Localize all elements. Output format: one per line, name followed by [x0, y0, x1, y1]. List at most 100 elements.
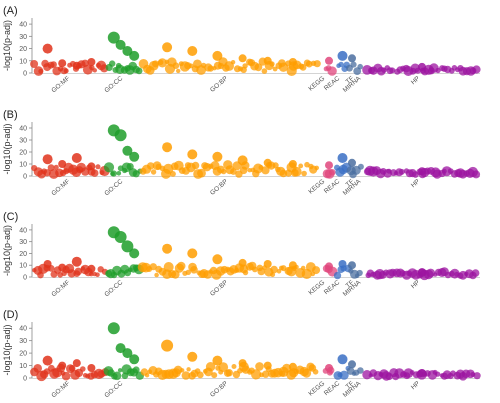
data-point	[339, 370, 349, 380]
data-point-highlight	[418, 369, 426, 377]
data-point-highlight	[263, 158, 272, 167]
y-tick-label: 30	[19, 239, 27, 246]
x-source-label-hp: HP	[410, 75, 421, 86]
y-tick-label: 10	[19, 363, 27, 370]
data-point	[173, 365, 183, 375]
data-point-highlight	[348, 261, 356, 270]
data-point	[312, 369, 319, 375]
data-point	[163, 163, 174, 174]
data-point	[298, 163, 304, 169]
x-source-label-gomf: GO:MF	[50, 178, 71, 197]
data-point	[254, 63, 263, 72]
y-tick-label: 40	[19, 227, 27, 234]
data-point	[181, 371, 191, 380]
data-point	[117, 368, 123, 373]
data-point	[116, 171, 122, 176]
data-point-highlight	[162, 243, 173, 254]
data-point-highlight	[72, 61, 81, 70]
data-point	[472, 170, 481, 179]
data-point	[225, 369, 233, 377]
y-tick-label: 20	[19, 251, 27, 258]
y-tick-label: 10	[19, 162, 27, 169]
data-point-highlight	[348, 54, 356, 63]
data-point	[473, 372, 481, 380]
data-point-highlight	[42, 43, 53, 54]
data-point	[191, 161, 200, 170]
x-source-label-tf: TF	[345, 380, 356, 390]
panel-c: (C) -log10(p-adj) 0 10 20 30 40 GO:MF GO:CC GO:BP…	[2, 211, 480, 298]
data-point-highlight	[129, 50, 140, 61]
data-point	[132, 366, 140, 374]
data-point-highlight	[58, 160, 67, 168]
data-point	[184, 62, 192, 70]
data-point	[230, 168, 237, 175]
data-point-highlight	[187, 248, 198, 259]
data-point	[230, 60, 236, 65]
data-point-highlight	[418, 62, 426, 71]
panel-a: (A) -log10(p-adj) 0 10 20 30 40 GO:MF GO:CC GO:BP…	[2, 5, 481, 94]
y-tick-label: 0	[23, 275, 27, 282]
data-point	[144, 373, 150, 378]
data-point	[163, 262, 174, 272]
data-point	[435, 371, 441, 377]
data-point	[112, 371, 122, 381]
x-source-label-kegg: KEGG	[307, 380, 326, 397]
data-point	[180, 368, 185, 373]
data-point	[110, 170, 117, 177]
data-point	[109, 60, 116, 67]
panel-b: (B) -log10(p-adj) 0 10 20 30 40 GO:MF GO:CC GO:BP…	[2, 109, 481, 197]
y-tick-label: 40	[19, 326, 27, 333]
data-point-highlight	[114, 231, 127, 243]
data-point-highlight	[263, 361, 272, 370]
data-point-highlight	[107, 31, 120, 44]
data-point	[356, 269, 363, 277]
data-point-highlight	[129, 151, 140, 162]
data-point	[89, 271, 94, 277]
data-point-highlight	[212, 355, 223, 366]
data-point-highlight	[337, 153, 348, 163]
data-point	[80, 366, 86, 372]
data-point	[135, 67, 143, 75]
y-tick-label: 40	[19, 126, 27, 133]
data-point-highlight	[58, 361, 67, 370]
data-point	[398, 168, 405, 175]
data-point-highlight	[42, 355, 53, 366]
data-point-highlight	[87, 162, 96, 171]
data-point-highlight	[237, 155, 248, 166]
data-point	[38, 68, 44, 74]
data-point	[67, 269, 76, 278]
data-point-highlight	[288, 261, 297, 270]
data-point	[261, 68, 268, 74]
x-source-label-kegg: KEGG	[307, 279, 326, 296]
panel-label: (A)	[3, 5, 18, 17]
data-point	[426, 268, 436, 278]
data-point-highlight	[43, 260, 52, 268]
data-point	[338, 61, 344, 68]
data-point-highlight	[212, 151, 223, 162]
data-point	[221, 168, 227, 175]
data-point	[357, 367, 364, 374]
data-point	[302, 368, 312, 378]
x-source-label-hp: HP	[410, 279, 421, 290]
x-source-label-hp: HP	[410, 178, 421, 189]
data-point	[252, 266, 258, 273]
data-point	[305, 60, 313, 68]
data-point-highlight	[288, 58, 297, 66]
x-source-label-hp: HP	[410, 380, 421, 391]
y-axis-title: -log10(p-adj)	[2, 123, 12, 174]
data-point	[251, 369, 262, 380]
data-point	[242, 269, 249, 276]
data-point-highlight	[122, 348, 133, 359]
panel-label: (C)	[3, 211, 18, 223]
data-point-highlight	[71, 153, 82, 163]
x-source-label-tf: TF	[345, 279, 356, 289]
data-point	[313, 60, 321, 68]
panel-label: (B)	[3, 109, 18, 121]
data-point	[154, 272, 159, 278]
data-point-highlight	[87, 264, 96, 273]
data-point	[389, 67, 396, 74]
data-point	[350, 61, 357, 68]
data-point-highlight	[114, 129, 127, 142]
y-tick-label: 20	[19, 150, 27, 157]
